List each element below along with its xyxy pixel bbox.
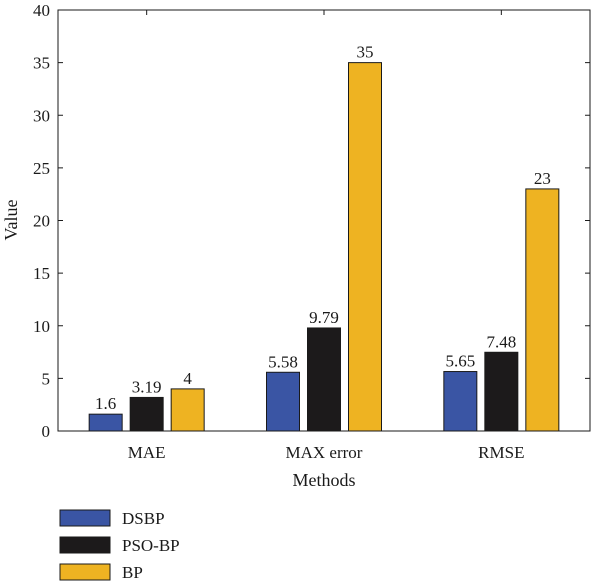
y-tick-label: 10 — [33, 317, 50, 336]
bar-pso-bp-rmse — [484, 351, 519, 432]
bar-dsbp-rmse — [443, 371, 478, 432]
bar-dsbp-max-error — [266, 371, 300, 432]
bar-bp-mae — [170, 388, 205, 432]
legend-label: BP — [122, 563, 143, 582]
x-axis-ticks: MAE MAX error RMSE — [128, 10, 524, 462]
y-tick-label: 5 — [42, 369, 51, 388]
data-label: 1.6 — [95, 394, 116, 413]
data-label: 7.48 — [486, 332, 516, 351]
y-axis-ticks: 0 5 10 15 20 25 30 35 40 — [33, 1, 590, 441]
data-label: 5.65 — [445, 352, 475, 371]
y-tick-label: 30 — [33, 106, 50, 125]
legend-swatch-bp — [59, 563, 111, 581]
bars — [88, 62, 560, 432]
y-tick-label: 35 — [33, 54, 50, 73]
y-tick-label: 20 — [33, 212, 50, 231]
y-tick-label: 0 — [42, 422, 51, 441]
data-label: 9.79 — [309, 308, 339, 327]
data-label: 5.58 — [268, 352, 298, 371]
y-axis-label: Value — [1, 199, 21, 240]
bar-pso-bp-mae — [129, 396, 164, 432]
data-label: 35 — [357, 43, 374, 62]
legend-label: PSO-BP — [122, 536, 180, 555]
legend-label: DSBP — [122, 509, 165, 528]
y-tick-label: 40 — [33, 1, 50, 20]
plot-frame — [57, 9, 591, 432]
y-tick-label: 25 — [33, 159, 50, 178]
bar-bp-rmse — [525, 188, 560, 432]
legend: DSBP PSO-BP BP — [59, 509, 180, 582]
data-label: 23 — [534, 169, 551, 188]
legend-swatch-pso-bp — [59, 536, 111, 554]
y-tick-label: 15 — [33, 264, 50, 283]
x-tick-label: MAE — [128, 443, 166, 462]
bar-pso-bp-max-error — [307, 327, 341, 432]
x-tick-label: MAX error — [286, 443, 363, 462]
x-axis-label: Methods — [293, 470, 356, 490]
data-label: 3.19 — [132, 377, 162, 396]
data-label: 4 — [183, 369, 192, 388]
x-tick-label: RMSE — [478, 443, 524, 462]
data-labels: 1.6 3.19 4 5.58 9.79 35 5.65 7.48 23 — [95, 43, 551, 414]
bar-dsbp-mae — [88, 413, 123, 432]
bar-bp-max-error — [348, 62, 382, 432]
legend-swatch-dsbp — [59, 509, 111, 527]
